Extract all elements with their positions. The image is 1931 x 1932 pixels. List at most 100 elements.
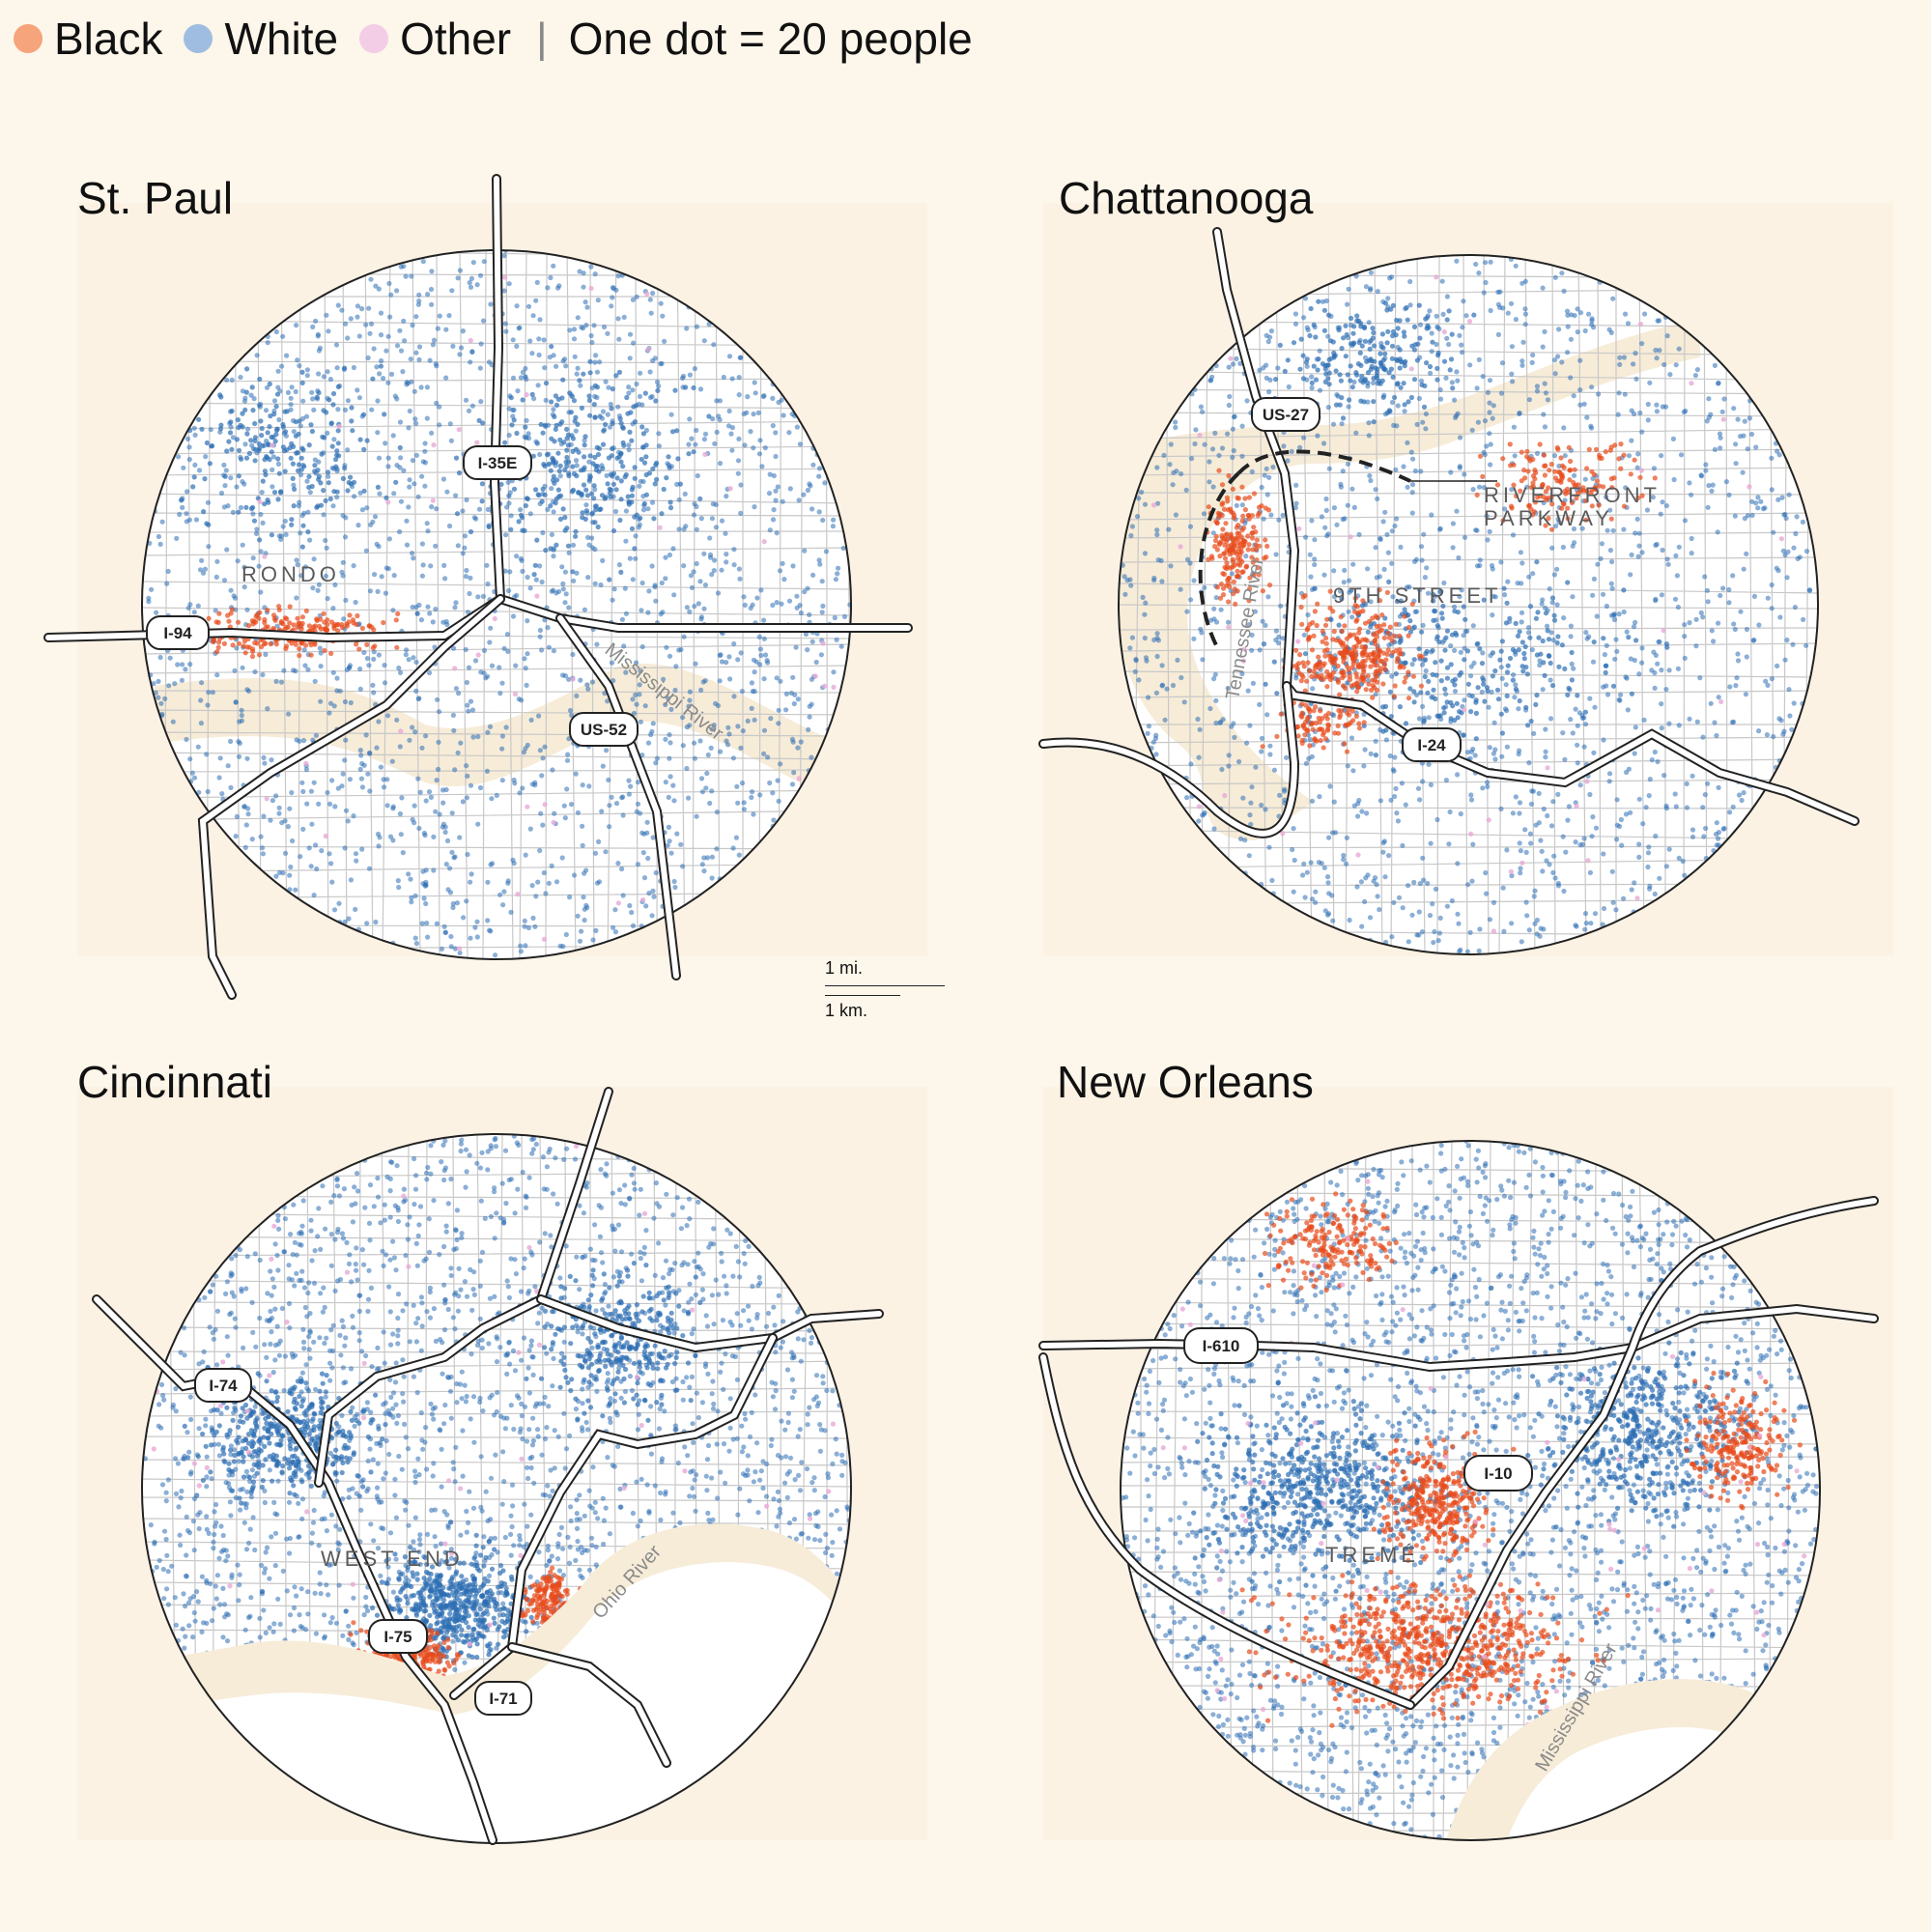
population-dot [1315, 433, 1320, 439]
population-dot [378, 363, 383, 369]
population-dot [618, 459, 624, 465]
population-dot [302, 663, 308, 668]
population-dot [632, 419, 639, 425]
population-dot [1545, 623, 1550, 629]
population-dot [1237, 360, 1243, 366]
population-dot [1700, 734, 1706, 740]
population-dot [741, 807, 748, 812]
population-dot [1615, 412, 1621, 417]
population-dot [270, 484, 275, 490]
population-dot [613, 487, 619, 493]
population-dot [245, 811, 251, 817]
population-dot [262, 501, 268, 507]
population-dot [1735, 658, 1742, 664]
population-dot [620, 794, 626, 800]
map-st-paul[interactable]: I-35E I-94 US-52 RONDO Mississippi River [39, 145, 966, 1014]
population-dot [463, 646, 469, 653]
population-dot [795, 745, 801, 751]
population-dot [1226, 472, 1232, 479]
population-dot [1532, 921, 1538, 926]
population-dot [1485, 688, 1491, 695]
population-dot [1625, 321, 1632, 327]
population-dot [282, 518, 288, 525]
population-dot [1367, 346, 1373, 352]
population-dot [1338, 481, 1344, 487]
population-dot [698, 616, 704, 622]
population-dot [339, 569, 345, 575]
population-dot [1280, 636, 1286, 641]
population-dot [1443, 375, 1449, 381]
population-dot [276, 869, 283, 876]
population-dot [648, 310, 654, 316]
population-dot [314, 394, 320, 400]
population-dot [385, 455, 391, 461]
population-dot [180, 662, 185, 668]
population-dot [1393, 785, 1399, 792]
population-dot [1392, 683, 1398, 689]
population-dot [1154, 631, 1160, 637]
population-dot [1634, 465, 1640, 470]
population-dot [787, 486, 793, 492]
population-dot [574, 371, 580, 377]
population-dot [1220, 592, 1227, 598]
shield-i-94[interactable]: I-94 [146, 615, 210, 650]
population-dot [1561, 288, 1567, 294]
shield-us-52[interactable]: US-52 [569, 712, 639, 747]
population-dot [773, 430, 779, 436]
population-dot [1384, 651, 1390, 658]
population-dot [671, 592, 677, 598]
population-dot [542, 422, 548, 428]
population-dot [709, 726, 715, 732]
population-dot [1240, 539, 1246, 545]
population-dot [773, 497, 779, 503]
population-dot [563, 591, 569, 597]
population-dot [1624, 629, 1630, 635]
population-dot [332, 582, 338, 588]
population-dot [1213, 595, 1219, 601]
population-dot [1225, 431, 1231, 437]
population-dot [1411, 324, 1418, 329]
population-dot [440, 824, 445, 830]
population-dot [1561, 888, 1567, 895]
population-dot [299, 620, 305, 626]
population-dot [307, 537, 313, 543]
population-dot [298, 530, 303, 536]
population-dot [1249, 554, 1255, 560]
population-dot [1504, 600, 1510, 606]
population-dot [537, 627, 544, 634]
population-dot [373, 283, 379, 289]
population-dot [1803, 642, 1809, 648]
population-dot [1395, 381, 1401, 386]
population-dot [830, 524, 837, 529]
population-dot [610, 386, 615, 392]
population-dot [1355, 664, 1361, 669]
population-dot [1730, 573, 1736, 579]
population-dot [1565, 580, 1571, 585]
shield-i-35e[interactable]: I-35E [463, 445, 532, 480]
population-dot [158, 700, 164, 706]
population-dot [1246, 495, 1252, 500]
population-dot [1154, 653, 1160, 660]
population-dot [468, 337, 473, 344]
population-dot [367, 588, 373, 594]
population-dot [1173, 419, 1178, 425]
population-dot [503, 724, 509, 730]
population-dot [552, 413, 557, 419]
population-dot [282, 818, 288, 824]
population-dot [568, 802, 575, 808]
population-dot [1261, 641, 1267, 647]
population-dot [551, 353, 556, 358]
population-dot [1319, 514, 1324, 520]
map-chattanooga[interactable]: US-27 I-24 9TH STREET RIVERFRONT PARKWAY… [1024, 145, 1913, 1014]
population-dot [1542, 381, 1548, 386]
population-dot [1655, 758, 1661, 765]
population-dot [1273, 628, 1279, 634]
population-dot [1400, 842, 1406, 848]
population-dot [594, 641, 600, 647]
population-dot [1300, 376, 1307, 382]
population-dot [564, 447, 570, 453]
population-dot [681, 526, 687, 532]
population-dot [1437, 386, 1443, 392]
population-dot [508, 909, 514, 916]
population-dot [641, 500, 647, 506]
